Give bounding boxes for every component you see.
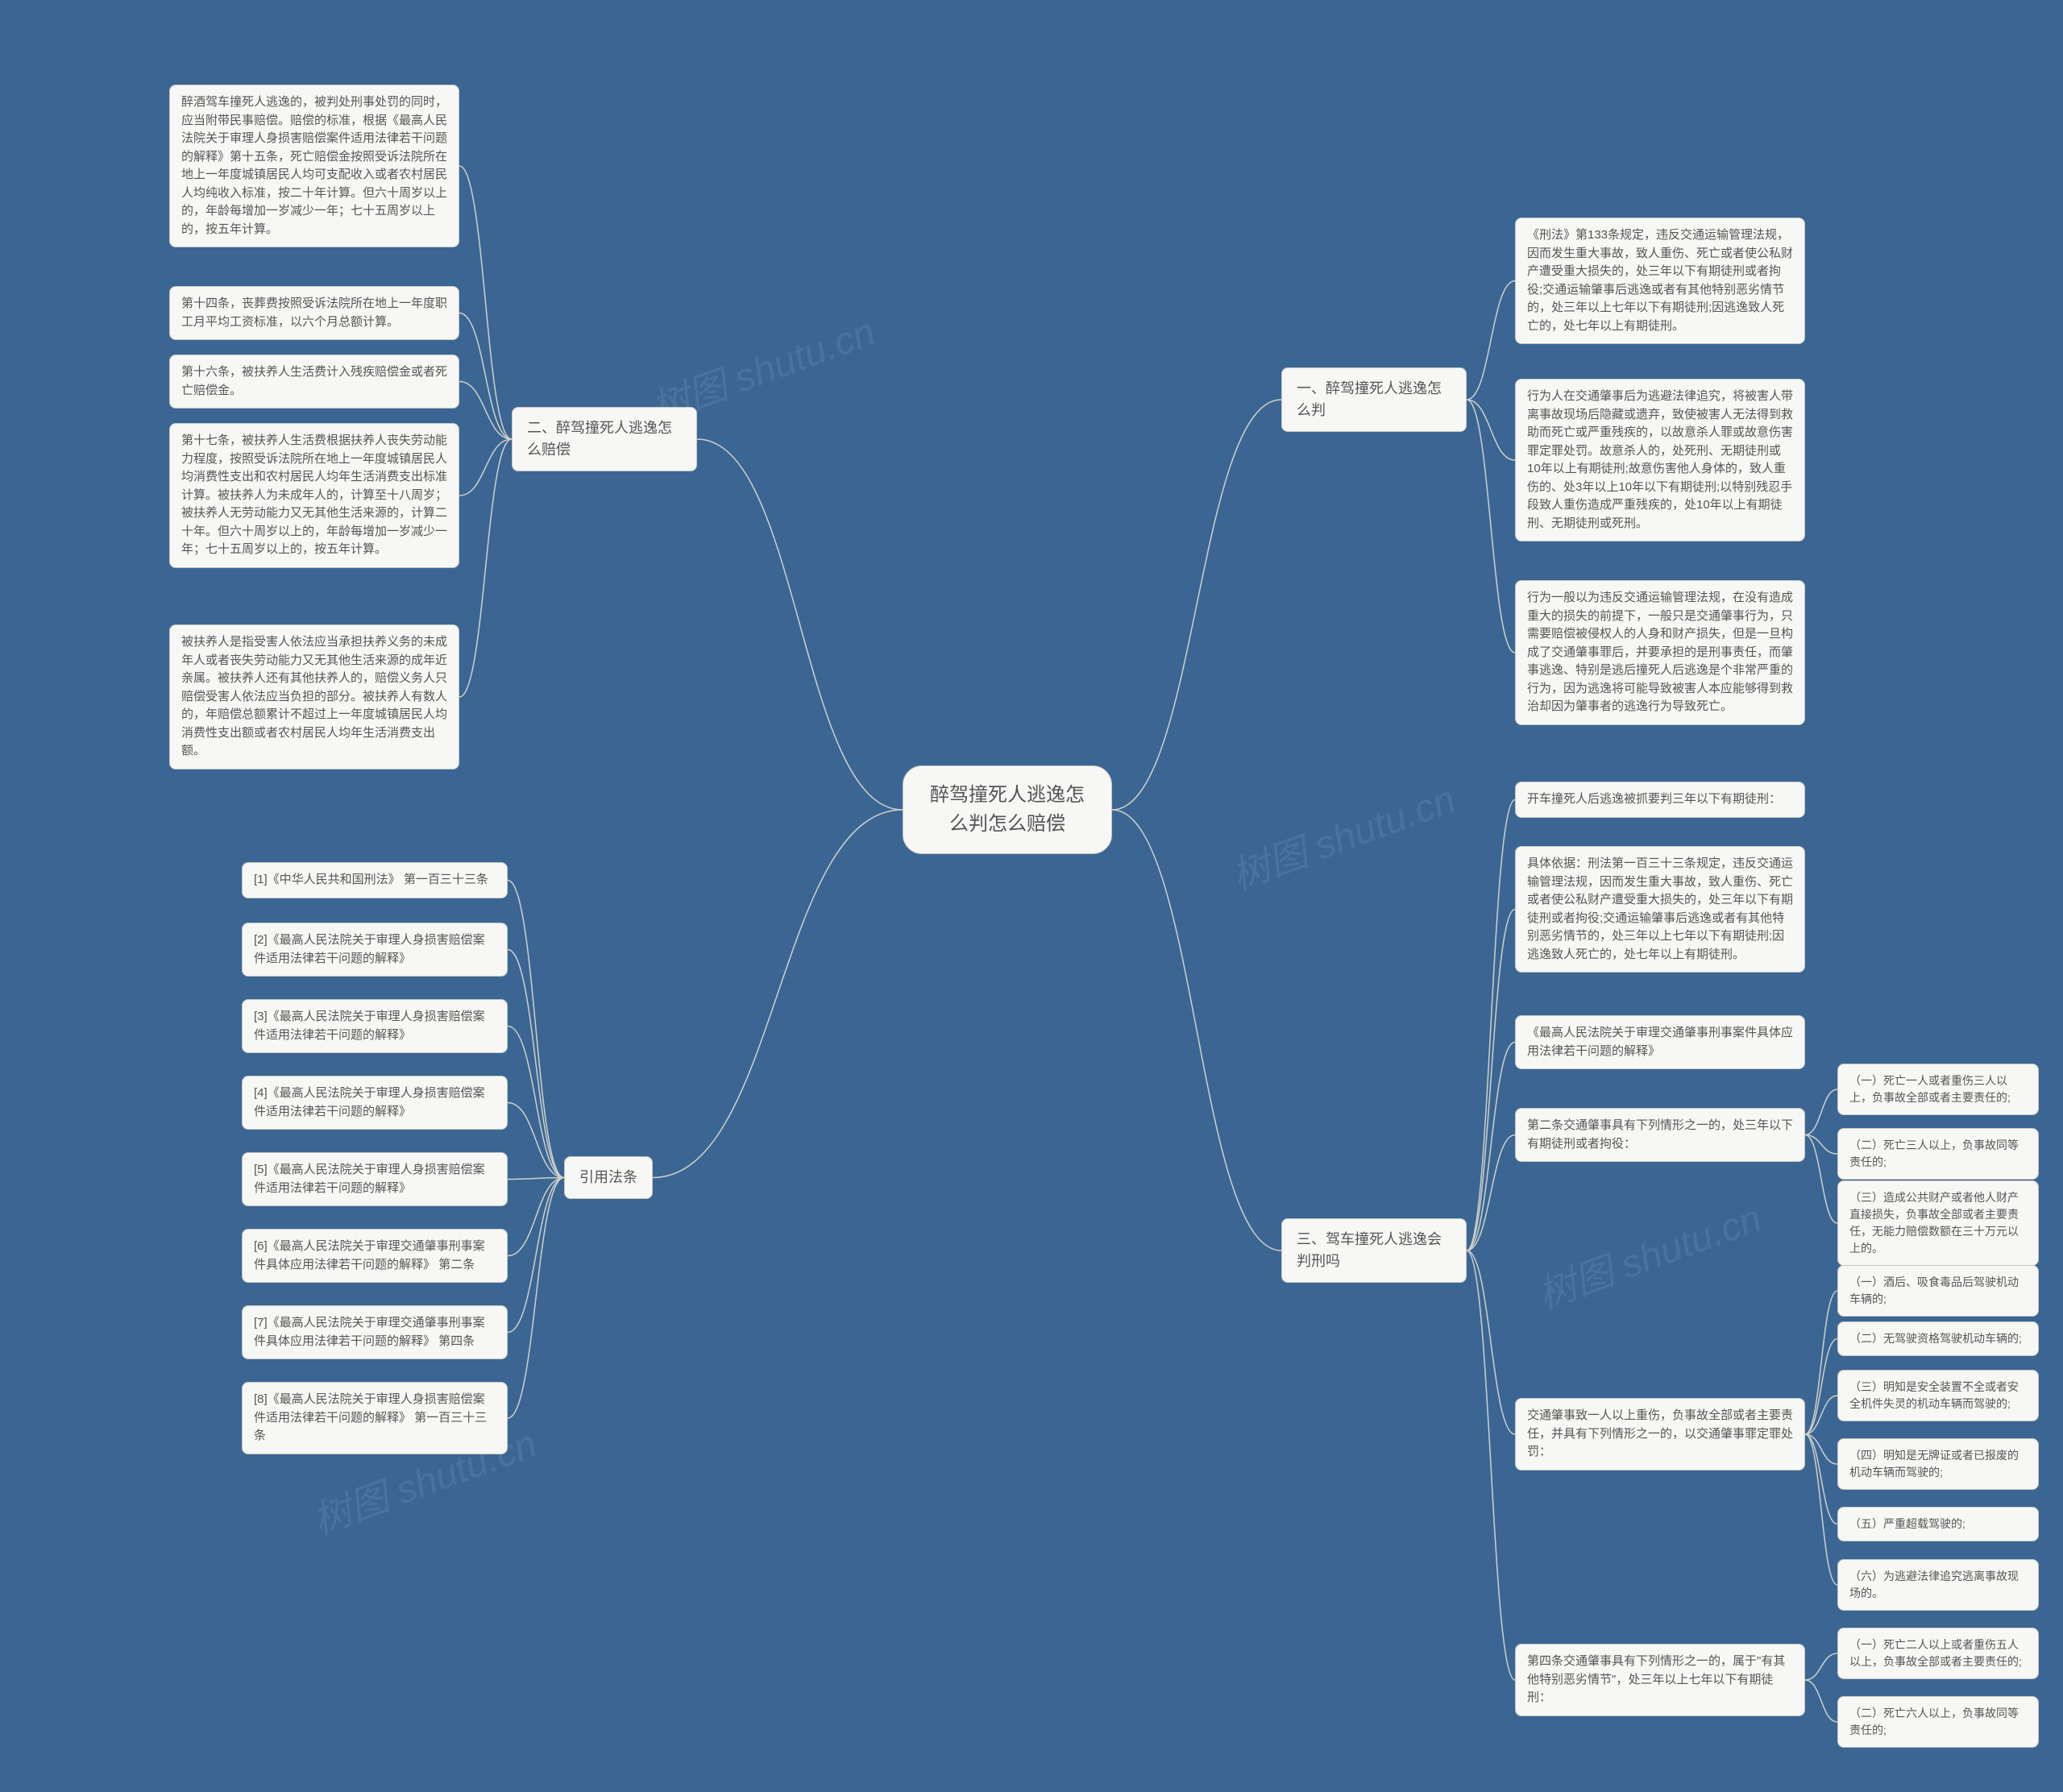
edge xyxy=(459,439,512,697)
mindmap-node-b3d2: （二）死亡三人以上，负事故同等责任的; xyxy=(1837,1128,2039,1180)
mindmap-node-b1b: 行为人在交通肇事后为逃避法律追究，将被害人带离事故现场后隐藏或遗弃，致使被害人无… xyxy=(1515,379,1805,541)
mindmap-node-b3d3: （三）造成公共财产或者他人财产直接损失，负事故全部或者主要责任，无能力赔偿数额在… xyxy=(1837,1180,2039,1266)
mindmap-node-b4d: [4]《最高人民法院关于审理人身损害赔偿案件适用法律若干问题的解释》 xyxy=(242,1076,508,1130)
mindmap-node-b4a: [1]《中华人民共和国刑法》 第一百三十三条 xyxy=(242,862,508,898)
mindmap-node-b2c: 第十六条，被扶养人生活费计入残疾赔偿金或者死亡赔偿金。 xyxy=(169,355,459,409)
edge xyxy=(508,1178,564,1180)
mindmap-node-b2a: 醉酒驾车撞死人逃逸的，被判处刑事处罚的同时，应当附带民事赔偿。赔偿的标准，根据《… xyxy=(169,85,459,247)
edge xyxy=(1805,1434,1837,1585)
mindmap-node-b4f: [6]《最高人民法院关于审理交通肇事刑事案件具体应用法律若干问题的解释》 第二条 xyxy=(242,1229,508,1283)
mindmap-node-b4: 引用法条 xyxy=(564,1156,653,1199)
edge xyxy=(459,313,512,440)
edge xyxy=(1805,1135,1837,1224)
mindmap-node-b3: 三、驾车撞死人逃逸会判刑吗 xyxy=(1281,1218,1467,1283)
edge xyxy=(508,950,564,1178)
mindmap-node-b3f1: （一）死亡二人以上或者重伤五人以上，负事故全部或者主要责任的; xyxy=(1837,1628,2039,1679)
mindmap-node-b4c: [3]《最高人民法院关于审理人身损害赔偿案件适用法律若干问题的解释》 xyxy=(242,999,508,1053)
mindmap-node-b1a: 《刑法》第133条规定，违反交通运输管理法规，因而发生重大事故，致人重伤、死亡或… xyxy=(1515,218,1805,344)
mindmap-node-b2e: 被扶养人是指受害人依法应当承担扶养义务的未成年人或者丧失劳动能力又无其他生活来源… xyxy=(169,624,459,769)
mindmap-node-b2d: 第十七条，被扶养人生活费根据扶养人丧失劳动能力程度，按照受诉法院所在地上一年度城… xyxy=(169,423,459,568)
mindmap-node-b3e1: （一）酒后、吸食毒品后驾驶机动车辆的; xyxy=(1837,1265,2039,1317)
mindmap-node-b1: 一、醉驾撞死人逃逸怎么判 xyxy=(1281,367,1467,432)
mindmap-node-b3e2: （二）无驾驶资格驾驶机动车辆的; xyxy=(1837,1321,2039,1356)
edge xyxy=(508,1178,564,1333)
edge xyxy=(653,810,903,1178)
mindmap-node-b3b: 具体依据：刑法第一百三十三条规定，违反交通运输管理法规，因而发生重大事故，致人重… xyxy=(1515,846,1805,973)
edge xyxy=(508,881,564,1178)
mindmap-node-b2b: 第十四条，丧葬费按照受诉法院所在地上一年度职工月平均工资标准，以六个月总额计算。 xyxy=(169,286,459,340)
mindmap-node-b3a: 开车撞死人后逃逸被抓要判三年以下有期徒刑： xyxy=(1515,782,1805,818)
mindmap-node-b3e3: （三）明知是安全装置不全或者安全机件失灵的机动车辆而驾驶的; xyxy=(1837,1370,2039,1421)
mindmap-node-b3c: 《最高人民法院关于审理交通肇事刑事案件具体应用法律若干问题的解释》 xyxy=(1515,1015,1805,1069)
mindmap-node-b3e4: （四）明知是无牌证或者已报废的机动车辆而驾驶的; xyxy=(1837,1438,2039,1490)
edge xyxy=(1112,810,1281,1251)
mindmap-node-b3f: 第四条交通肇事具有下列情形之一的，属于"有其他特别恶劣情节"，处三年以上七年以下… xyxy=(1515,1644,1805,1716)
edge xyxy=(1467,1251,1515,1680)
mindmap-node-b4b: [2]《最高人民法院关于审理人身损害赔偿案件适用法律若干问题的解释》 xyxy=(242,923,508,977)
edge xyxy=(1467,800,1515,1251)
mindmap-node-b4h: [8]《最高人民法院关于审理人身损害赔偿案件适用法律若干问题的解释》 第一百三十… xyxy=(242,1382,508,1454)
mindmap-node-b2: 二、醉驾撞死人逃逸怎么赔偿 xyxy=(512,407,697,471)
edge xyxy=(1805,1339,1837,1435)
mindmap-node-center: 醉驾撞死人逃逸怎么判怎么赔偿 xyxy=(903,765,1112,854)
edge xyxy=(508,1027,564,1178)
mindmap-node-b3e: 交通肇事致一人以上重伤，负事故全部或者主要责任，并具有下列情形之一的，以交通肇事… xyxy=(1515,1398,1805,1471)
edge xyxy=(1805,1680,1837,1722)
edge xyxy=(1467,281,1515,400)
edge xyxy=(508,1178,564,1419)
mindmap-container: 醉驾撞死人逃逸怎么判怎么赔偿 一、醉驾撞死人逃逸怎么判《刑法》第133条规定，违反… xyxy=(0,0,2063,1792)
edge xyxy=(1467,910,1515,1251)
edge xyxy=(1805,1291,1837,1434)
edge xyxy=(1805,1089,1837,1135)
mindmap-node-b3d: 第二条交通肇事具有下列情形之一的，处三年以下有期徒刑或者拘役： xyxy=(1515,1108,1805,1162)
edge xyxy=(1112,400,1281,810)
edge xyxy=(459,166,512,439)
edge xyxy=(1467,1251,1515,1434)
mindmap-node-b3e6: （六）为逃避法律追究逃离事故现场的。 xyxy=(1837,1559,2039,1611)
mindmap-node-b4e: [5]《最高人民法院关于审理人身损害赔偿案件适用法律若干问题的解释》 xyxy=(242,1152,508,1206)
mindmap-node-b1c: 行为一般以为违反交通运输管理法规，在没有造成重大的损失的前提下，一般只是交通肇事… xyxy=(1515,580,1805,725)
mindmap-node-b3f2: （二）死亡六人以上，负事故同等责任的; xyxy=(1837,1696,2039,1748)
edge xyxy=(1467,400,1515,653)
mindmap-node-b4g: [7]《最高人民法院关于审理交通肇事刑事案件具体应用法律若干问题的解释》 第四条 xyxy=(242,1305,508,1359)
edge xyxy=(697,439,903,810)
edge xyxy=(1805,1653,1837,1680)
edge xyxy=(508,1178,564,1256)
mindmap-node-b3e5: （五）严重超载驾驶的; xyxy=(1837,1507,2039,1541)
mindmap-node-b3d1: （一）死亡一人或者重伤三人以上，负事故全部或者主要责任的; xyxy=(1837,1064,2039,1115)
